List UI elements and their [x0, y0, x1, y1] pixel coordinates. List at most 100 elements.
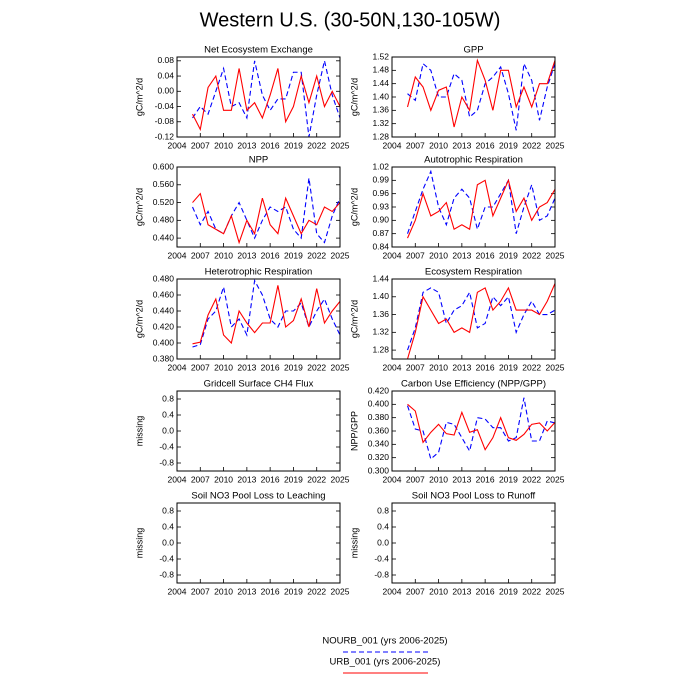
- series-line: [192, 285, 341, 345]
- series-line: [406, 58, 556, 128]
- y-axis-label: NPP/GPP: [349, 411, 359, 451]
- x-tick-label: 2013: [237, 586, 256, 596]
- x-tick-label: 2025: [546, 140, 565, 150]
- x-tick-label: 2007: [406, 250, 425, 260]
- x-tick-label: 2010: [429, 140, 448, 150]
- x-tick-label: 2016: [476, 362, 495, 372]
- x-tick-label: 2022: [307, 586, 326, 596]
- y-tick-label: 0.460: [153, 289, 175, 299]
- y-tick-label: 0.320: [368, 452, 390, 462]
- panel-title: Carbon Use Efficiency (NPP/GPP): [401, 379, 546, 390]
- y-tick-label: -0.04: [155, 101, 175, 111]
- panel-title: GPP: [463, 45, 483, 56]
- x-tick-label: 2007: [406, 474, 425, 484]
- y-tick-label: 0.360: [368, 425, 390, 435]
- y-tick-label: 0.84: [372, 241, 389, 251]
- x-tick-label: 2010: [214, 250, 233, 260]
- y-tick-label: 0.300: [368, 465, 390, 475]
- y-tick-label: -0.8: [159, 457, 174, 467]
- x-tick-label: 2013: [452, 140, 471, 150]
- y-axis-label: gC/m^2/d: [134, 188, 144, 226]
- x-tick-label: 2025: [546, 586, 565, 596]
- y-tick-label: 1.52: [372, 51, 389, 61]
- x-tick-label: 2025: [331, 362, 350, 372]
- series-line: [407, 178, 556, 239]
- x-tick-label: 2025: [546, 362, 565, 372]
- y-tick-label: 1.28: [372, 131, 389, 141]
- y-axis-label: missing: [134, 416, 144, 447]
- x-tick-label: 2019: [284, 140, 303, 150]
- x-tick-label: 2025: [331, 140, 350, 150]
- x-tick-label: 2013: [452, 586, 471, 596]
- y-tick-label: 1.36: [372, 105, 389, 115]
- x-tick-label: 2022: [522, 474, 541, 484]
- y-axis-label: missing: [349, 528, 359, 559]
- x-tick-label: 2019: [499, 250, 518, 260]
- y-tick-label: 0.8: [162, 393, 174, 403]
- y-tick-label: -0.8: [159, 569, 174, 579]
- y-tick-label: 0.480: [153, 273, 175, 283]
- y-tick-label: 0.4: [162, 521, 174, 531]
- plot-frame: [391, 166, 556, 248]
- y-tick-label: 0.90: [372, 215, 389, 225]
- x-tick-label: 2007: [406, 362, 425, 372]
- x-tick-label: 2004: [383, 362, 402, 372]
- x-tick-label: 2019: [284, 474, 303, 484]
- x-tick-label: 2010: [429, 586, 448, 596]
- x-tick-label: 2022: [307, 250, 326, 260]
- x-tick-label: 2010: [214, 474, 233, 484]
- series-line: [407, 61, 556, 131]
- y-tick-label: 1.44: [372, 78, 389, 88]
- figure-title: Western U.S. (30-50N,130-105W): [200, 9, 501, 31]
- x-tick-label: 2007: [191, 474, 210, 484]
- x-tick-label: 2010: [214, 362, 233, 372]
- x-tick-label: 2007: [191, 586, 210, 596]
- series-line: [406, 397, 556, 460]
- x-tick-label: 2022: [522, 362, 541, 372]
- plot-frame: [176, 502, 341, 584]
- series-line: [192, 192, 341, 245]
- x-tick-label: 2016: [476, 474, 495, 484]
- panel-title: Net Ecosystem Exchange: [204, 45, 313, 56]
- x-tick-label: 2019: [499, 474, 518, 484]
- x-tick-label: 2004: [383, 250, 402, 260]
- x-tick-label: 2007: [191, 250, 210, 260]
- x-tick-label: 2004: [383, 140, 402, 150]
- x-tick-label: 2010: [429, 362, 448, 372]
- y-tick-label: -0.8: [374, 569, 389, 579]
- y-tick-label: 0.8: [377, 505, 389, 515]
- y-tick-label: 0.00: [157, 86, 174, 96]
- legend-label: URB_001 (yrs 2006-2025): [330, 657, 441, 668]
- x-tick-label: 2016: [261, 140, 280, 150]
- y-tick-label: 0.520: [153, 197, 175, 207]
- x-tick-label: 2025: [546, 250, 565, 260]
- y-tick-label: 1.32: [372, 327, 389, 337]
- y-tick-label: 0.380: [153, 353, 175, 363]
- x-tick-label: 2007: [406, 586, 425, 596]
- y-tick-label: 0.96: [372, 188, 389, 198]
- series-line: [407, 287, 556, 351]
- x-tick-label: 2022: [307, 140, 326, 150]
- x-tick-label: 2016: [476, 140, 495, 150]
- plot-frame: [176, 166, 341, 248]
- y-tick-label: 1.48: [372, 65, 389, 75]
- x-tick-label: 2010: [214, 586, 233, 596]
- x-tick-label: 2025: [546, 474, 565, 484]
- y-tick-label: 0.87: [372, 228, 389, 238]
- x-tick-label: 2019: [284, 362, 303, 372]
- y-tick-label: 0.08: [157, 55, 174, 65]
- y-tick-label: 0.420: [368, 385, 390, 395]
- y-tick-label: 0.340: [368, 439, 390, 449]
- x-tick-label: 2022: [522, 586, 541, 596]
- y-tick-label: 0.0: [162, 425, 174, 435]
- y-tick-label: 0.400: [368, 399, 390, 409]
- series-line: [192, 278, 341, 348]
- x-tick-label: 2019: [499, 140, 518, 150]
- plot-frame: [176, 278, 341, 360]
- x-tick-label: 2007: [406, 140, 425, 150]
- x-tick-label: 2016: [476, 250, 495, 260]
- y-tick-label: 0.480: [153, 215, 175, 225]
- y-tick-label: 0.99: [372, 175, 389, 185]
- panel-title: Soil NO3 Pool Loss to Leaching: [191, 491, 325, 502]
- series-line: [407, 403, 556, 451]
